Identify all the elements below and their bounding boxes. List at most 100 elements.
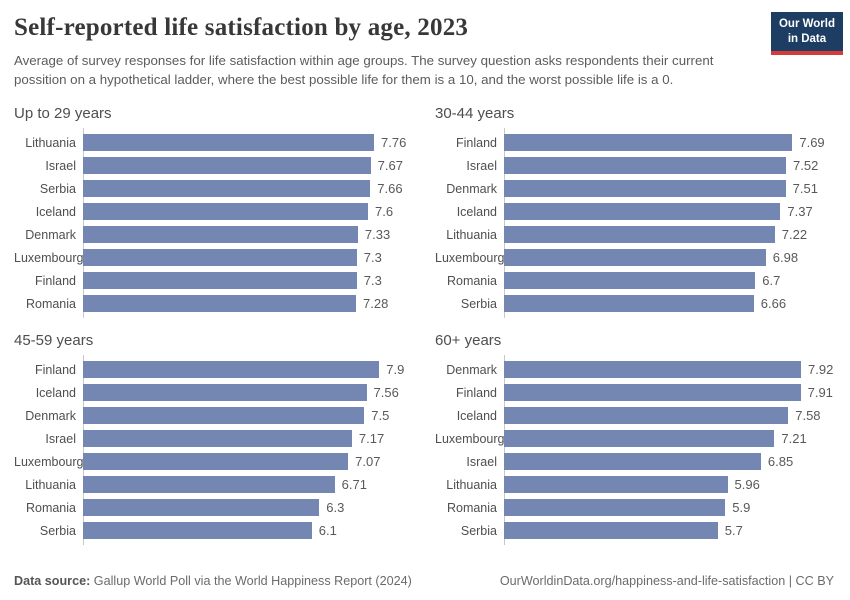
- value-label: 6.98: [772, 250, 799, 266]
- bar[interactable]: [83, 295, 356, 313]
- bar-track: 6.1: [83, 522, 413, 540]
- bar-row: Israel 7.17: [14, 427, 413, 450]
- bar-track: 7.37: [504, 203, 834, 221]
- bar-track: 7.07: [83, 453, 413, 471]
- bar[interactable]: [83, 522, 312, 540]
- panel-title: Up to 29 years: [14, 105, 112, 123]
- bar[interactable]: [504, 522, 718, 540]
- bar[interactable]: [504, 407, 789, 425]
- chart-url-license[interactable]: OurWorldinData.org/happiness-and-life-sa…: [499, 574, 834, 588]
- country-label: Iceland: [35, 204, 76, 219]
- bar[interactable]: [83, 499, 320, 517]
- bar-row: Romania 5.9: [435, 496, 834, 519]
- country-label: Denmark: [25, 227, 76, 242]
- country-label: Iceland: [456, 408, 497, 423]
- panel-30-44-years: 30-44 years Finland 7.69 Israel 7.52 Denmark…: [435, 105, 834, 319]
- value-label: 7.67: [377, 158, 403, 174]
- bar-row: Serbia 6.1: [14, 519, 413, 542]
- bar[interactable]: [83, 249, 357, 267]
- bar[interactable]: [504, 157, 786, 175]
- bar-track: 6.71: [83, 476, 413, 494]
- bar-track: 5.9: [504, 499, 834, 517]
- value-label: 6.71: [341, 477, 367, 493]
- bar-row: Denmark 7.51: [435, 177, 834, 200]
- data-source-text: Gallup World Poll via the World Happines…: [93, 574, 412, 588]
- bar-track: 7.76: [83, 134, 413, 152]
- bar-row: Lithuania 7.76: [14, 131, 413, 154]
- bar-track: 6.85: [504, 453, 834, 471]
- owid-logo-line2: in Data: [787, 32, 827, 45]
- data-source-note: Data source: Gallup World Poll via the W…: [14, 574, 412, 588]
- bar[interactable]: [504, 295, 754, 313]
- country-label: Lithuania: [25, 135, 76, 150]
- bar-track: 7.3: [83, 249, 413, 267]
- country-label: Luxembourg: [14, 454, 84, 469]
- bar-row: Israel 6.85: [435, 450, 834, 473]
- country-label: Finland: [456, 135, 497, 150]
- value-label: 7.22: [781, 227, 808, 243]
- bar[interactable]: [83, 407, 365, 425]
- bar[interactable]: [83, 384, 367, 402]
- bar[interactable]: [504, 226, 775, 244]
- bar[interactable]: [504, 249, 766, 267]
- value-label: 7.52: [793, 158, 819, 174]
- value-label: 7.07: [355, 454, 381, 470]
- bar[interactable]: [83, 430, 352, 448]
- bar[interactable]: [83, 226, 358, 244]
- bar[interactable]: [504, 361, 801, 379]
- bar-row: Iceland 7.37: [435, 200, 834, 223]
- bar-row: Luxembourg 7.3: [14, 246, 413, 269]
- bar[interactable]: [504, 384, 801, 402]
- bar-track: 7.58: [504, 407, 834, 425]
- country-label: Denmark: [446, 181, 497, 196]
- bar-row: Luxembourg 7.21: [435, 427, 834, 450]
- chart-footer: Data source: Gallup World Poll via the W…: [14, 566, 834, 588]
- value-label: 6.1: [318, 523, 337, 539]
- country-label: Romania: [446, 273, 497, 288]
- bar-row: Romania 7.28: [14, 292, 413, 315]
- bar[interactable]: [504, 430, 775, 448]
- country-label: Denmark: [25, 408, 76, 423]
- bar[interactable]: [83, 361, 380, 379]
- bar[interactable]: [504, 134, 793, 152]
- bar-track: 7.52: [504, 157, 834, 175]
- value-label: 7.5: [371, 408, 390, 424]
- bar[interactable]: [83, 180, 371, 198]
- bar[interactable]: [83, 134, 374, 152]
- bar[interactable]: [83, 453, 349, 471]
- country-label: Lithuania: [25, 477, 76, 492]
- bar[interactable]: [504, 476, 728, 494]
- bar-row: Israel 7.52: [435, 154, 834, 177]
- bar[interactable]: [83, 157, 371, 175]
- value-label: 6.85: [767, 454, 794, 470]
- country-label: Serbia: [460, 296, 497, 311]
- country-label: Lithuania: [446, 477, 497, 492]
- bar[interactable]: [504, 180, 786, 198]
- bar[interactable]: [504, 499, 726, 517]
- bar-row: Serbia 7.66: [14, 177, 413, 200]
- bar[interactable]: [504, 453, 761, 471]
- bar-row: Lithuania 6.71: [14, 473, 413, 496]
- value-label: 5.9: [732, 500, 751, 516]
- bar-track: 7.17: [83, 430, 413, 448]
- country-label: Luxembourg: [435, 250, 505, 265]
- bar-track: 7.22: [504, 226, 834, 244]
- bar[interactable]: [504, 272, 756, 290]
- bar[interactable]: [83, 476, 335, 494]
- country-label: Romania: [25, 500, 76, 515]
- bar-track: 7.21: [504, 430, 834, 448]
- bar-row: Denmark 7.92: [435, 358, 834, 381]
- country-label: Israel: [466, 454, 497, 469]
- bar[interactable]: [83, 203, 368, 221]
- value-label: 7.66: [377, 181, 403, 197]
- chart-subtitle: Average of survey responses for life sat…: [14, 53, 714, 88]
- bar-row: Luxembourg 6.98: [435, 246, 834, 269]
- country-label: Finland: [456, 385, 497, 400]
- bar-row: Finland 7.91: [435, 381, 834, 404]
- bar[interactable]: [83, 272, 357, 290]
- bar-row: Serbia 6.66: [435, 292, 834, 315]
- bar[interactable]: [504, 203, 781, 221]
- country-label: Luxembourg: [435, 431, 505, 446]
- value-label: 7.76: [381, 135, 407, 151]
- bar-row: Romania 6.7: [435, 269, 834, 292]
